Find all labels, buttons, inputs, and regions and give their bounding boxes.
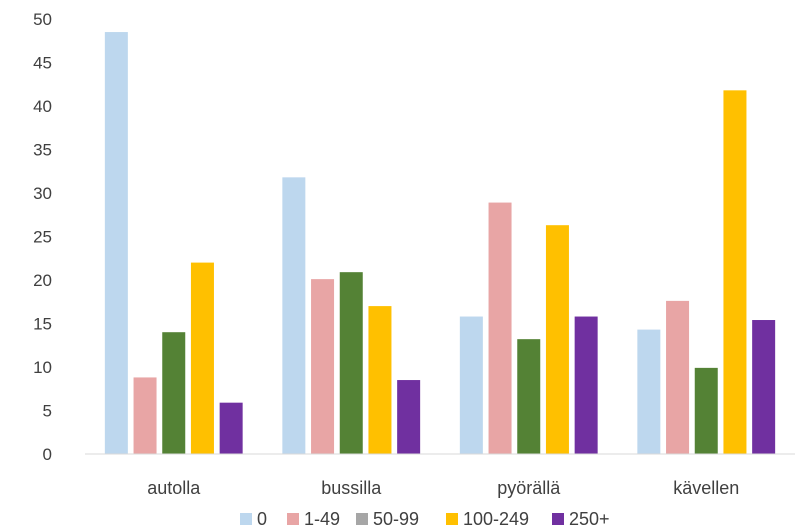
bar	[397, 380, 420, 454]
y-tick-label: 0	[43, 445, 52, 464]
bar	[191, 263, 214, 454]
y-tick-label: 5	[43, 402, 52, 421]
legend-label: 0	[257, 509, 267, 529]
y-tick-label: 45	[33, 54, 52, 73]
bar	[489, 203, 512, 454]
bar	[546, 225, 569, 454]
x-tick-label: pyörällä	[497, 478, 561, 498]
x-axis: autolla bussilla pyörällä kävellen	[147, 478, 739, 498]
legend-label: 50-99	[373, 509, 419, 529]
legend-marker	[552, 513, 564, 525]
y-tick-label: 35	[33, 141, 52, 160]
bar	[666, 301, 689, 454]
y-tick-label: 50	[33, 10, 52, 29]
legend-label: 250+	[569, 509, 610, 529]
bar	[695, 368, 718, 454]
bar	[282, 177, 305, 454]
bar	[637, 330, 660, 454]
bar	[460, 317, 483, 454]
legend-label: 1-49	[304, 509, 340, 529]
legend: 0 1-49 50-99 100-249 250+	[240, 509, 610, 529]
bar	[517, 339, 540, 454]
bar	[105, 32, 128, 454]
x-tick-label: bussilla	[321, 478, 382, 498]
bar	[134, 377, 157, 454]
bar	[368, 306, 391, 454]
legend-marker	[240, 513, 252, 525]
bar	[220, 403, 243, 454]
y-axis: 0 5 10 15 20 25 30 35 40 45 50	[33, 10, 52, 464]
bar	[162, 332, 185, 454]
legend-marker	[287, 513, 299, 525]
y-tick-label: 20	[33, 271, 52, 290]
y-tick-label: 40	[33, 97, 52, 116]
x-tick-label: autolla	[147, 478, 201, 498]
bar	[575, 317, 598, 454]
y-tick-label: 30	[33, 184, 52, 203]
bars	[105, 32, 775, 454]
y-tick-label: 15	[33, 315, 52, 334]
legend-marker	[446, 513, 458, 525]
legend-label: 100-249	[463, 509, 529, 529]
y-tick-label: 10	[33, 358, 52, 377]
legend-marker	[356, 513, 368, 525]
bar	[340, 272, 363, 454]
bar	[311, 279, 334, 454]
bar	[723, 90, 746, 454]
x-tick-label: kävellen	[673, 478, 739, 498]
bar	[752, 320, 775, 454]
y-tick-label: 25	[33, 228, 52, 247]
